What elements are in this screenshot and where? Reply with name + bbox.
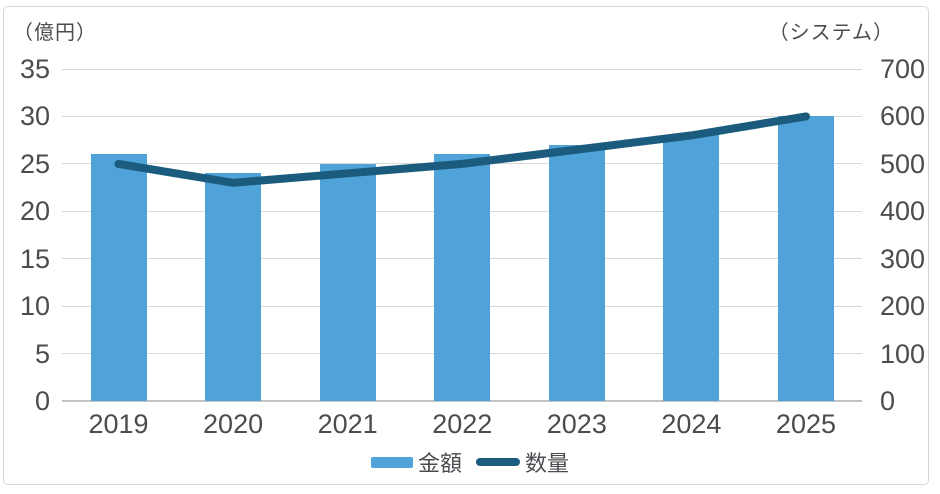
legend-item-quantity: 数量 [476,446,569,478]
y-axis-right-tick: 300 [880,243,926,274]
y-axis-left-tick: 0 [34,386,50,416]
x-axis-tick: 2020 [203,409,264,439]
legend-label-amount: 金額 [417,451,462,476]
chart-border [3,6,929,485]
y-axis-right-tick: 600 [880,101,926,132]
bar [434,154,491,401]
bar [663,135,720,401]
y-axis-right-tick: 200 [880,291,926,322]
gridline [62,68,862,70]
y-axis-right-tick: 100 [880,338,926,369]
bar [319,163,376,401]
bar [205,173,262,401]
trend-line-layer [114,112,810,187]
legend-item-amount: 金額 [370,446,462,478]
gridline [62,400,862,402]
y-axis-right-tick: 0 [880,386,896,416]
bar-series-swatch [370,456,413,468]
line-series-swatch [476,458,520,466]
y-axis-right-tick: 700 [880,54,926,84]
y-axis-left-tick: 5 [34,338,50,369]
x-axis-tick: 2024 [661,409,722,439]
x-axis-tick: 2025 [775,409,836,439]
gridline [62,115,862,117]
y-axis-left-tick: 35 [19,54,50,84]
bar [777,116,834,401]
y-axis-right-tick: 400 [880,196,926,227]
y-axis-left-tick: 15 [19,243,50,274]
right-axis-unit-label: （システム） [768,22,894,44]
legend-label-quantity: 数量 [525,451,570,476]
y-axis-left-tick: 10 [19,291,50,322]
chart-legend: 金額 数量 [0,448,940,476]
trend-line [114,112,810,187]
y-axis-left-tick: 30 [19,101,50,132]
x-axis-tick: 2022 [432,409,493,439]
y-axis-right-tick: 500 [880,148,926,179]
x-axis-tick: 2021 [317,409,378,439]
y-axis-left-tick: 25 [19,148,50,179]
bar [548,144,605,401]
y-axis-left-tick: 20 [19,196,50,227]
plot-area [62,68,862,402]
x-axis-tick: 2019 [88,409,149,439]
x-axis-tick: 2023 [546,409,607,439]
left-axis-unit-label: （億円） [13,22,97,44]
bar [90,154,147,401]
